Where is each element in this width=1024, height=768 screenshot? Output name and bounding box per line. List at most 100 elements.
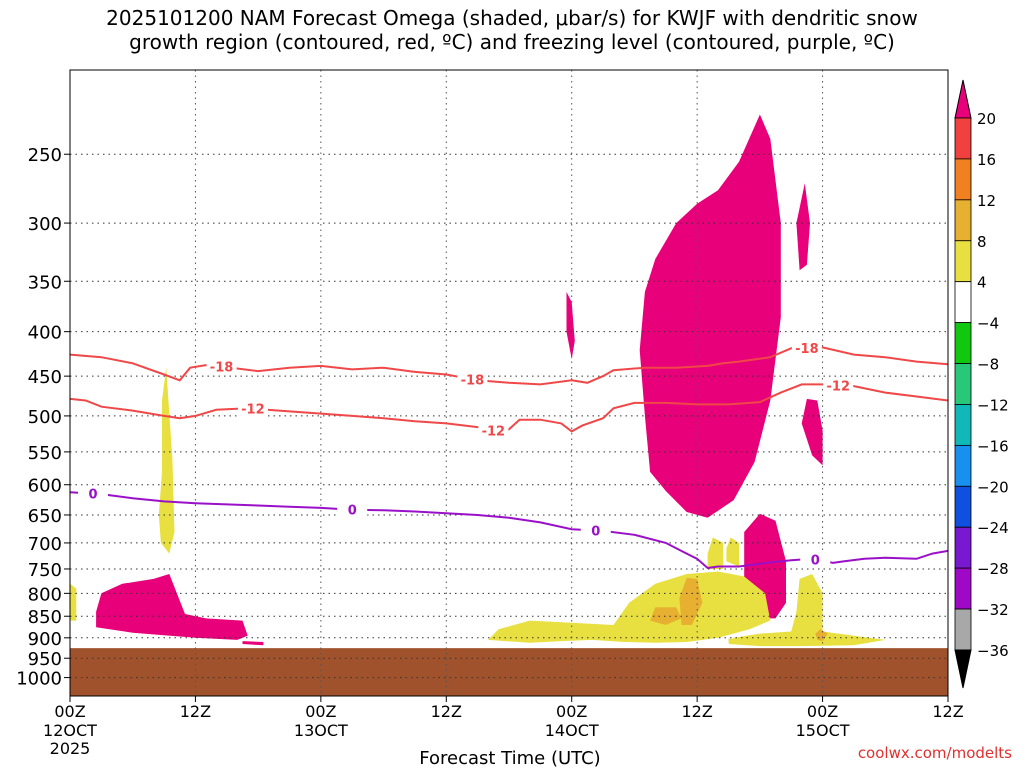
x-tick-label-0: 00Z — [54, 702, 85, 721]
x-tick-date-2: 13OCT — [294, 721, 348, 740]
colorbar-label-8: −16 — [977, 437, 1009, 455]
y-tick-label-900: 900 — [28, 629, 62, 650]
y-tick-label-1000: 1000 — [16, 669, 62, 690]
colorbar-label-11: −28 — [977, 560, 1009, 578]
omega-shading-layer — [70, 114, 886, 647]
contour-label-2-3: 0 — [811, 553, 820, 568]
y-tick-label-350: 350 — [28, 272, 62, 293]
x-axis-label: Forecast Time (UTC) — [419, 748, 600, 768]
y-tick-label-500: 500 — [28, 407, 62, 428]
credit-text: coolwx.com/modelts — [857, 744, 1012, 762]
omega-region-11 — [765, 548, 776, 579]
contour-label-0-1: -18 — [461, 373, 485, 388]
colorbar: 20 16 12 8 4 −4 −8 −12 −16 −20 −24 −28 −32 −36 — [954, 79, 1009, 689]
colorbar-label-1: 16 — [977, 151, 996, 169]
colorbar-label-2: 12 — [977, 192, 996, 210]
colorbar-arrow-bottom — [954, 649, 972, 689]
colorbar-box-7 — [954, 404, 972, 446]
contour-label-bg-1-1 — [478, 422, 509, 439]
plot-frame — [69, 69, 949, 697]
x-tick-label-1: 12Z — [180, 702, 211, 721]
colorbar-label-3: 8 — [977, 233, 987, 251]
contour-label-1-0: -12 — [241, 403, 265, 418]
omega-region-7 — [801, 398, 823, 466]
x-tick-date-0: 12OCT — [43, 721, 97, 740]
contour-label-bg-2-3 — [800, 551, 831, 568]
contour-label-1-1: -12 — [482, 424, 506, 439]
x-tick-label-6: 00Z — [807, 702, 838, 721]
colorbar-label-12: −32 — [977, 601, 1009, 619]
y-tick-label-250: 250 — [28, 145, 62, 166]
colorbar-box-8 — [954, 444, 972, 487]
contour-label-2-2: 0 — [591, 524, 600, 539]
contour-label-layer: -18 -18 -18 -12 -12 -12 0 0 0 0 — [77, 339, 854, 568]
contour-line-dgz-0 — [70, 346, 948, 386]
omega-region-15 — [70, 583, 77, 621]
contour-label-bg-2-0 — [77, 485, 108, 502]
omega-region-12 — [96, 574, 248, 640]
colorbar-arrow-top — [954, 79, 972, 119]
omega-region-5 — [566, 291, 575, 359]
y-tick-label-300: 300 — [28, 214, 62, 235]
contour-label-bg-1-0 — [237, 400, 268, 417]
omega-region-16 — [158, 367, 175, 554]
contour-label-bg-1-2 — [823, 377, 854, 394]
omega-region-19 — [679, 577, 703, 625]
colorbar-box-10 — [954, 526, 972, 569]
omega-region-21 — [726, 537, 739, 567]
contour-label-bg-2-1 — [337, 501, 368, 518]
colorbar-label-7: −12 — [977, 396, 1009, 414]
grid-layer — [70, 70, 948, 696]
chart-title: 2025101200 NAM Forecast Omega (shaded, μ… — [0, 6, 1024, 54]
omega-region-14 — [242, 641, 264, 646]
x-tick-date-4: 14OCT — [545, 721, 599, 740]
colorbar-box-11 — [954, 567, 972, 610]
contour-label-2-1: 0 — [348, 504, 357, 519]
colorbar-box-5 — [954, 322, 972, 364]
y-tick-label-600: 600 — [28, 476, 62, 497]
colorbar-label-4: 4 — [977, 274, 987, 292]
contour-label-1-2: -12 — [827, 379, 851, 394]
y-tick-label-400: 400 — [28, 323, 62, 344]
omega-region-13 — [145, 602, 157, 612]
contour-label-2-0: 0 — [88, 488, 97, 503]
omega-region-24 — [728, 638, 750, 643]
ground-layer — [70, 648, 948, 696]
contour-label-bg-0-2 — [791, 339, 822, 356]
chart-title-line2: growth region (contoured, red, ºC) and f… — [129, 30, 895, 54]
contour-label-0-0: -18 — [210, 361, 234, 376]
x-tick-label-7: 12Z — [932, 702, 963, 721]
colorbar-box-1 — [954, 158, 972, 201]
y-tick-label-650: 650 — [28, 506, 62, 527]
axes-layer: 2503003504004505005506006507007508008509… — [16, 145, 964, 758]
contour-label-bg-0-0 — [206, 358, 237, 375]
colorbar-label-9: −20 — [977, 478, 1009, 496]
y-tick-label-450: 450 — [28, 367, 62, 388]
contour-line-dgz-1 — [70, 383, 948, 433]
x-tick-label-3: 12Z — [431, 702, 462, 721]
colorbar-box-4 — [954, 281, 972, 324]
chart-title-line1: 2025101200 NAM Forecast Omega (shaded, μ… — [106, 6, 918, 30]
contour-label-bg-2-2 — [580, 522, 611, 539]
colorbar-label-13: −36 — [977, 642, 1009, 660]
colorbar-label-0: 20 — [977, 110, 996, 128]
colorbar-box-0 — [954, 117, 972, 160]
omega-region-17 — [488, 571, 771, 643]
colorbar-label-6: −8 — [977, 356, 999, 374]
x-tick-year-0: 2025 — [50, 739, 91, 758]
y-tick-label-800: 800 — [28, 584, 62, 605]
contour-label-bg-0-1 — [457, 371, 488, 388]
omega-region-6 — [796, 183, 810, 271]
omega-region-20 — [707, 537, 724, 569]
colorbar-box-3 — [954, 240, 972, 283]
y-tick-label-700: 700 — [28, 534, 62, 555]
x-tick-label-5: 12Z — [681, 702, 712, 721]
x-tick-label-4: 00Z — [556, 702, 587, 721]
colorbar-label-10: −24 — [977, 519, 1009, 537]
y-tick-label-550: 550 — [28, 443, 62, 464]
omega-region-22 — [728, 574, 886, 647]
colorbar-box-2 — [954, 199, 972, 242]
x-tick-label-2: 00Z — [305, 702, 336, 721]
omega-region-18 — [650, 607, 682, 625]
